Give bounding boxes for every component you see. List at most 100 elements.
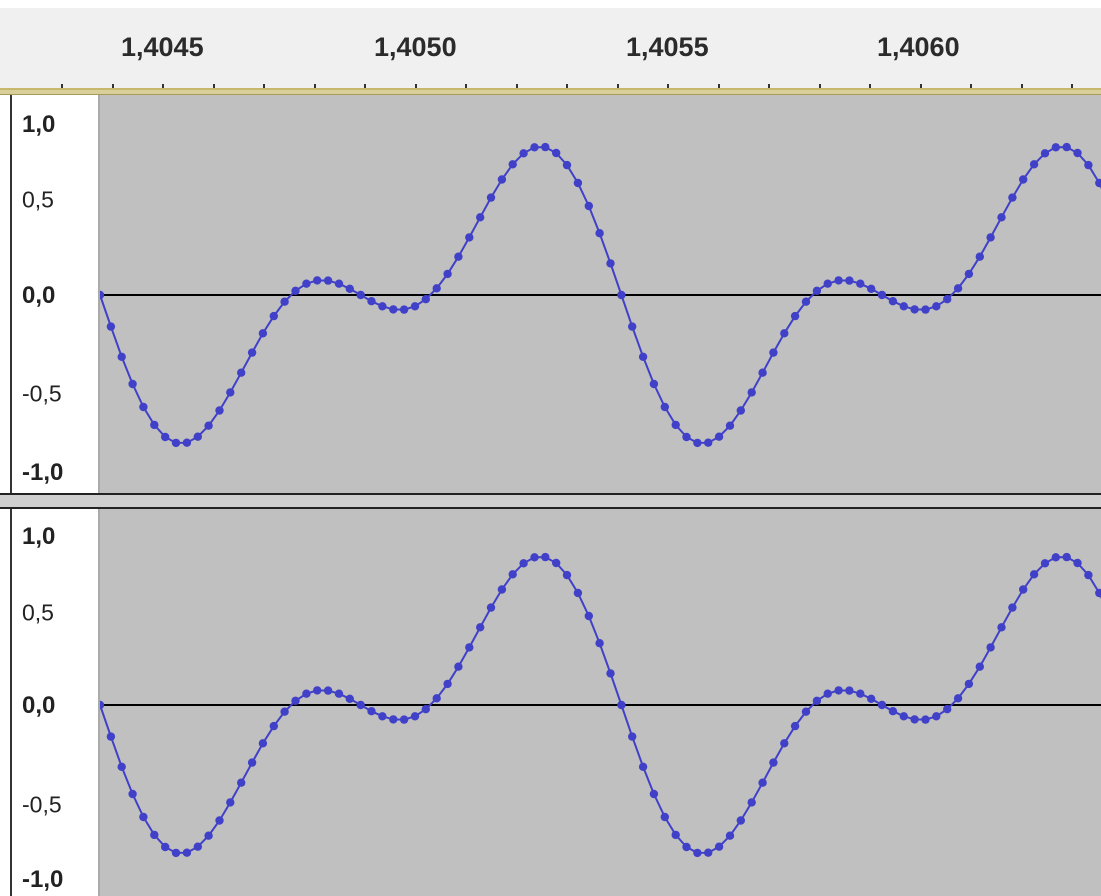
sample-point xyxy=(747,798,756,807)
sample-point xyxy=(910,715,919,724)
sample-point xyxy=(100,700,105,710)
track-channel-1[interactable]: 1,0 0,5 0,0 -0,5 -1,0 xyxy=(0,95,1101,493)
scale-label: -0,5 xyxy=(22,380,62,407)
timeline-minor-tick xyxy=(667,84,669,89)
sample-point xyxy=(888,297,898,306)
sample-point xyxy=(247,758,257,767)
sample-point xyxy=(769,348,778,357)
sample-point xyxy=(758,368,767,377)
sample-point xyxy=(997,623,1006,632)
sample-point xyxy=(595,639,604,648)
sample-point xyxy=(486,193,496,202)
sample-point xyxy=(486,603,496,612)
sample-point xyxy=(1062,142,1071,152)
sample-point xyxy=(1084,570,1093,580)
timeline-minor-tick xyxy=(566,84,568,89)
sample-point xyxy=(877,290,887,300)
waveform-view[interactable] xyxy=(100,95,1101,493)
track-separator[interactable] xyxy=(0,493,1101,509)
sample-point xyxy=(736,406,745,415)
sample-point xyxy=(302,279,311,288)
timeline-ruler[interactable]: 1,4045 1,4050 1,4055 1,4060 xyxy=(0,8,1101,89)
sample-point xyxy=(193,432,202,441)
sample-point xyxy=(693,438,702,448)
sample-point xyxy=(247,348,257,357)
sample-point xyxy=(193,842,202,851)
sample-point xyxy=(476,623,485,632)
sample-point xyxy=(1095,178,1101,188)
sample-point xyxy=(682,432,691,442)
sample-point xyxy=(725,831,735,840)
sample-point xyxy=(910,305,919,314)
sample-point xyxy=(584,611,593,621)
sample-point xyxy=(432,694,441,703)
sample-point xyxy=(1040,149,1050,158)
waveform-view[interactable] xyxy=(100,509,1101,896)
timeline-minor-tick xyxy=(314,84,316,89)
sample-point xyxy=(1029,160,1039,169)
sample-point xyxy=(552,558,561,568)
timeline-minor-tick xyxy=(364,84,366,89)
sample-point xyxy=(1051,553,1060,562)
sample-point xyxy=(367,707,376,716)
timeline-label: 1,4055 xyxy=(626,32,709,62)
sample-point xyxy=(291,696,300,705)
sample-point xyxy=(334,689,344,698)
sample-point xyxy=(1040,559,1050,568)
timeline-minor-tick xyxy=(920,84,922,89)
sample-point xyxy=(215,406,224,415)
sample-point xyxy=(1051,143,1060,152)
timeline-minor-tick xyxy=(465,84,467,89)
sample-point xyxy=(100,290,105,300)
track-area: 1,0 0,5 0,0 -0,5 -1,0 1,0 0,5 0,0 -0,5 -… xyxy=(0,95,1101,896)
sample-point xyxy=(443,269,452,279)
sample-point xyxy=(921,305,930,314)
sample-point xyxy=(671,830,680,840)
timeline-minor-tick xyxy=(112,84,114,89)
sample-point xyxy=(986,643,995,652)
sample-point xyxy=(953,284,963,293)
timeline-label: 1,4060 xyxy=(877,32,960,62)
sample-point xyxy=(736,816,745,825)
sample-point xyxy=(823,689,832,698)
sample-point xyxy=(171,848,181,858)
sample-point xyxy=(1008,193,1017,202)
sample-point xyxy=(562,160,572,170)
sample-point xyxy=(389,305,398,314)
sample-point xyxy=(356,700,365,710)
scale-label: 0,5 xyxy=(22,186,54,213)
sample-point xyxy=(204,421,213,430)
vertical-scale: 1,0 0,5 0,0 -0,5 -1,0 xyxy=(12,95,110,493)
sample-point xyxy=(497,585,507,594)
track-channel-2[interactable]: 1,0 0,5 0,0 -0,5 -1,0 xyxy=(0,509,1101,896)
sample-point xyxy=(932,302,941,311)
sample-point xyxy=(258,739,268,748)
sample-point xyxy=(323,276,333,285)
sample-point xyxy=(150,830,159,840)
sample-point xyxy=(258,329,268,338)
sample-point xyxy=(986,233,995,242)
sample-point xyxy=(399,715,409,724)
sample-point xyxy=(606,669,615,678)
sample-point xyxy=(899,712,908,721)
sample-point xyxy=(519,149,528,158)
sample-point xyxy=(975,252,984,261)
sample-point xyxy=(801,707,811,716)
sample-point xyxy=(182,438,192,447)
sample-point xyxy=(638,352,648,361)
timeline-minor-tick xyxy=(1071,84,1073,89)
sample-point xyxy=(476,213,485,222)
waveform-plot xyxy=(100,552,1101,858)
sample-point xyxy=(812,696,822,705)
sample-point xyxy=(106,732,116,741)
sample-point xyxy=(964,269,974,279)
sample-point xyxy=(465,233,474,242)
sample-point xyxy=(769,758,778,767)
sample-point xyxy=(856,279,865,288)
sample-point xyxy=(1008,603,1017,612)
sample-point xyxy=(617,700,626,710)
sample-point xyxy=(334,279,344,288)
sample-point xyxy=(443,679,452,689)
sample-point xyxy=(671,420,680,430)
scale-label: 0,0 xyxy=(22,282,56,309)
